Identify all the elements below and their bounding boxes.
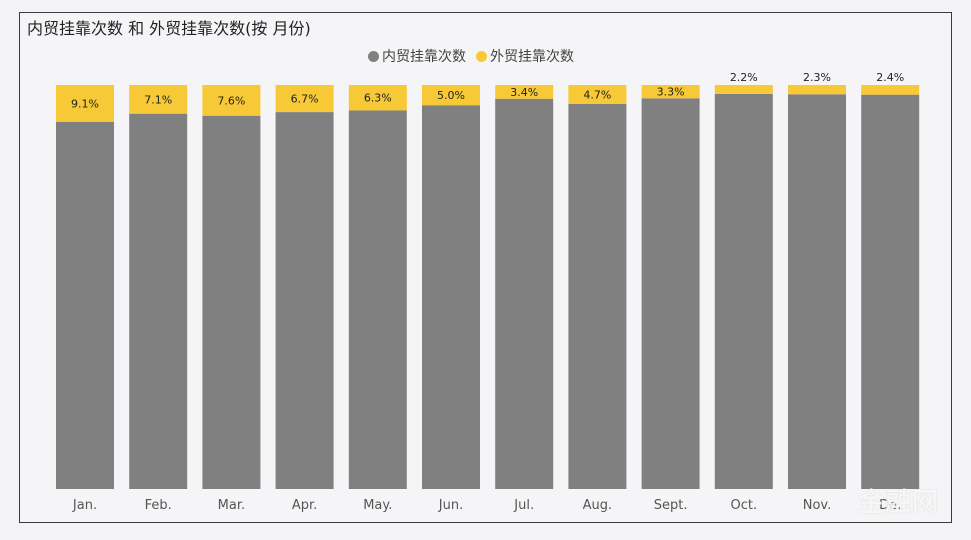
legend-item-domestic[interactable]: 内贸挂靠次数 — [368, 46, 466, 66]
x-tick-label: Feb. — [145, 498, 172, 513]
bar-domestic[interactable] — [861, 94, 920, 490]
data-label: 3.3% — [657, 86, 685, 99]
x-tick-label: Sept. — [654, 498, 688, 513]
bar-domestic[interactable] — [714, 93, 773, 489]
x-tick-label: Jun. — [438, 498, 463, 513]
legend-label-foreign: 外贸挂靠次数 — [490, 49, 574, 65]
x-tick-label: Apr. — [292, 498, 317, 513]
x-tick-label: Oct. — [730, 498, 757, 513]
bar-foreign[interactable] — [714, 85, 773, 94]
x-tick-label: Jan. — [72, 498, 97, 513]
data-label: 6.7% — [291, 93, 319, 106]
data-label: 4.7% — [583, 88, 611, 101]
watermark-text: 金融网 — [858, 488, 940, 518]
bar-foreign[interactable] — [861, 85, 920, 95]
data-label: 2.3% — [803, 71, 831, 84]
data-label: 2.2% — [730, 71, 758, 84]
x-tick-label: Aug. — [583, 498, 613, 513]
data-label: 6.3% — [364, 92, 392, 105]
legend-label-domestic: 内贸挂靠次数 — [382, 49, 466, 65]
bar-foreign[interactable] — [56, 85, 114, 122]
bar-domestic[interactable] — [56, 121, 114, 489]
bar-foreign[interactable] — [422, 85, 480, 106]
chart-title: 内贸挂靠次数 和 外贸挂靠次数(按 月份) — [27, 19, 311, 38]
x-tick-label: Mar. — [218, 498, 245, 513]
bar-foreign[interactable] — [788, 85, 846, 95]
bar-domestic[interactable] — [568, 103, 627, 489]
data-label: 7.1% — [144, 93, 172, 106]
bar-foreign[interactable] — [202, 85, 261, 116]
bar-foreign[interactable] — [495, 85, 554, 99]
chart-legend: 内贸挂靠次数 外贸挂靠次数 — [368, 46, 578, 66]
bar-domestic[interactable] — [202, 115, 261, 489]
bar-domestic[interactable] — [788, 94, 846, 490]
bar-foreign[interactable] — [568, 85, 627, 104]
bar-domestic[interactable] — [348, 110, 407, 490]
bar-foreign[interactable] — [641, 85, 700, 99]
watermark-logo: 金融网 — [858, 482, 939, 519]
bar-foreign[interactable] — [129, 85, 188, 114]
x-tick-label: Jul. — [513, 498, 534, 513]
data-label: 3.4% — [510, 86, 538, 99]
data-label: 2.4% — [876, 71, 904, 84]
bar-domestic[interactable] — [641, 98, 700, 489]
bar-foreign[interactable] — [348, 85, 407, 111]
x-tick-label: May. — [363, 498, 392, 513]
legend-item-foreign[interactable]: 外贸挂靠次数 — [476, 46, 574, 66]
x-tick-label: Nov. — [803, 498, 832, 513]
bar-domestic[interactable] — [495, 98, 554, 490]
legend-dot-foreign — [476, 50, 487, 62]
bar-foreign[interactable] — [275, 85, 334, 113]
data-label: 9.1% — [71, 97, 99, 110]
x-tick-label: De. — [879, 498, 901, 513]
data-label: 7.6% — [217, 94, 245, 107]
data-label: 5.0% — [437, 89, 465, 102]
bar-domestic[interactable] — [129, 113, 188, 490]
bar-domestic[interactable] — [275, 112, 334, 490]
bar-domestic[interactable] — [422, 105, 480, 489]
legend-dot-domestic — [368, 50, 379, 62]
